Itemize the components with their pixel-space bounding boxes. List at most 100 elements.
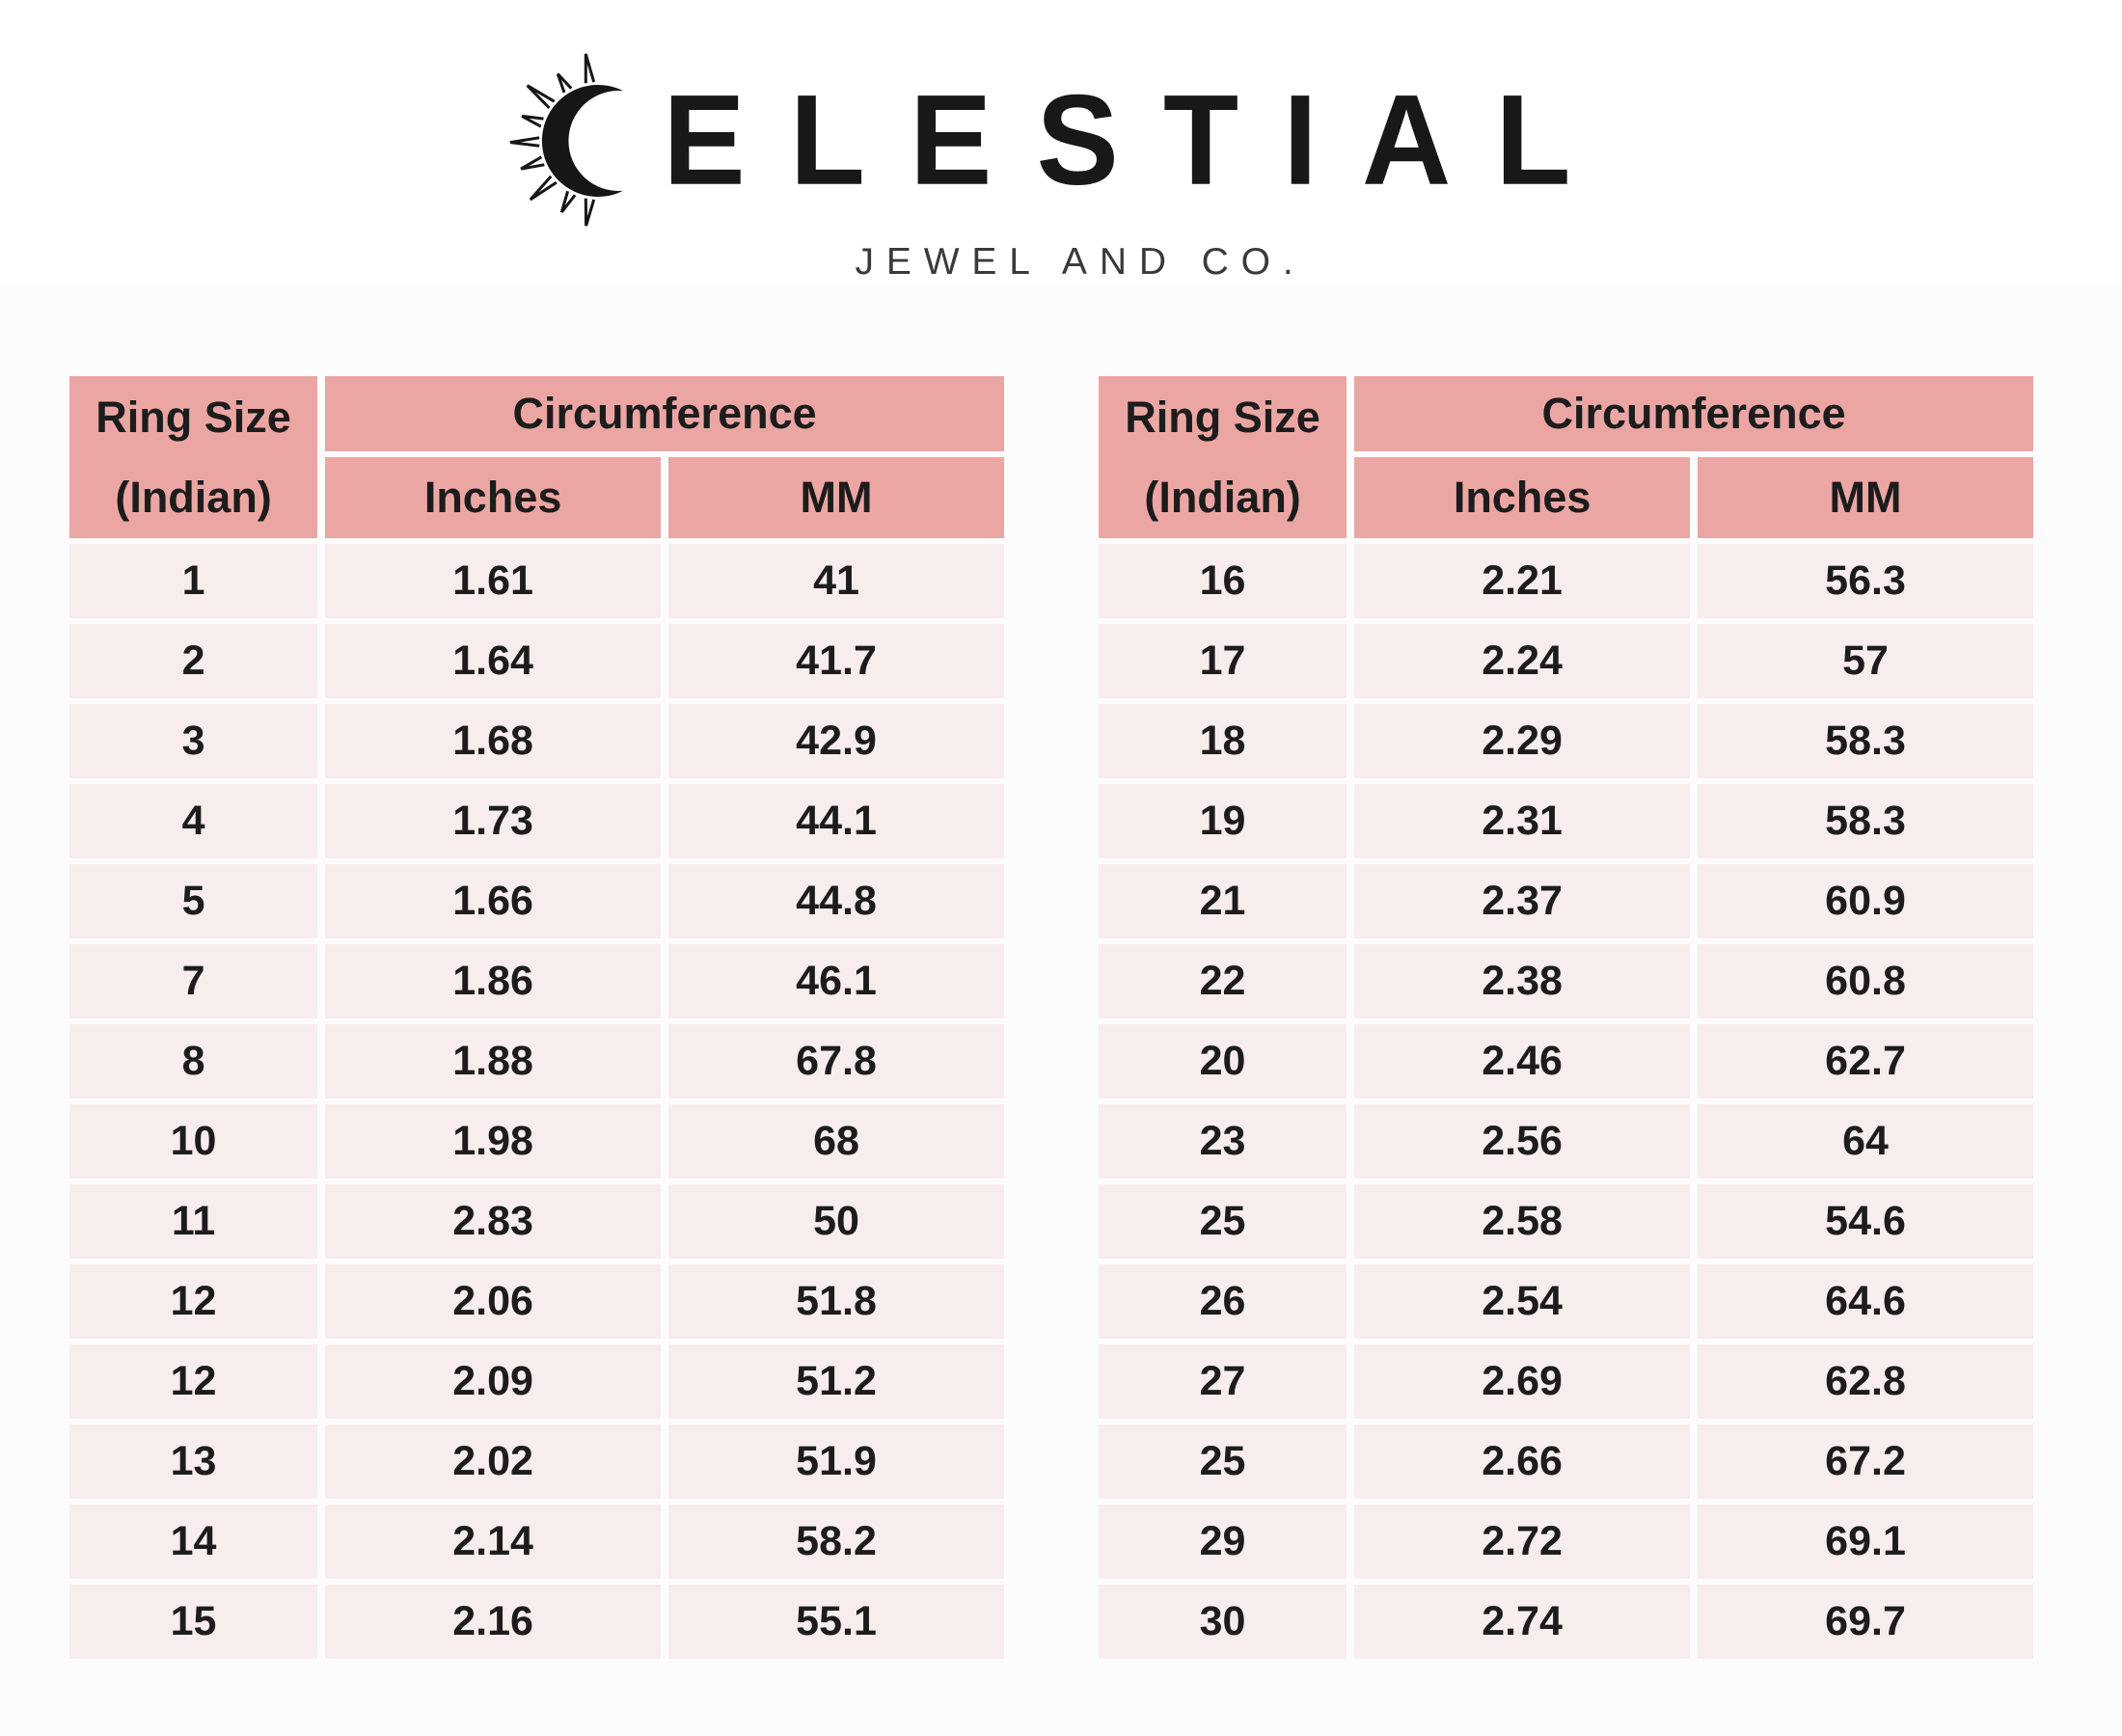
table-cell: 1.73 [325,784,662,858]
table-cell: 60.9 [1698,864,2033,938]
table-row: 4 1.73 44.1 [69,784,1004,858]
table-cell: 56.3 [1698,544,2033,618]
header-ring-size-line1: Ring Size [95,393,291,442]
table-cell: 21 [1099,864,1347,938]
brand-wordmark: ELESTIAL [663,68,1616,212]
table-cell: 46.1 [668,944,1004,1018]
table-cell: 2.66 [1354,1424,1691,1499]
sun-rays [510,53,596,227]
table-cell: 3 [69,704,318,778]
table-cell: 5 [69,864,318,938]
table-cell: 16 [1099,544,1347,618]
table-cell: 2.29 [1354,704,1691,778]
table-body: 16 2.21 56.3 17 2.24 57 18 2.29 58.3 19 2.31 58.3 21… [1099,544,2033,1659]
table-cell: 7 [69,944,318,1018]
table-row: 20 2.46 62.7 [1099,1024,2033,1099]
table-cell: 1.68 [325,704,662,778]
table-row: 15 2.16 55.1 [69,1585,1004,1659]
table-cell: 51.2 [668,1344,1004,1419]
table-cell: 69.1 [1698,1505,2033,1579]
tables-section: Ring Size (Indian) Circumference Inches … [0,370,2122,1665]
brand-subtitle: JEWEL AND CO. [855,241,1306,283]
table-cell: 50 [668,1184,1004,1259]
header-mm: MM [668,457,1004,538]
table-cell: 2.72 [1354,1505,1691,1579]
table-cell: 15 [69,1585,318,1659]
table-cell: 14 [69,1505,318,1579]
table-cell: 1.88 [325,1024,662,1099]
header-inches: Inches [325,457,662,538]
table-cell: 12 [69,1264,318,1339]
table-row: 29 2.72 69.1 [1099,1505,2033,1579]
table-cell: 1.98 [325,1104,662,1179]
header-ring-size-line2: (Indian) [115,473,272,522]
table-cell: 67.8 [668,1024,1004,1099]
table-cell: 2.06 [325,1264,662,1339]
header-mm: MM [1698,457,2033,538]
table-header: Ring Size (Indian) Circumference Inches … [69,376,1004,538]
table-cell: 64 [1698,1104,2033,1179]
table-cell: 2.83 [325,1184,662,1259]
table-cell: 68 [668,1104,1004,1179]
table-cell: 11 [69,1184,318,1259]
table-cell: 2.37 [1354,864,1691,938]
header-ring-size-line1: Ring Size [1125,393,1320,442]
table-cell: 58.3 [1698,704,2033,778]
table-cell: 2.38 [1354,944,1691,1018]
table-cell: 1.66 [325,864,662,938]
table-row: 21 2.37 60.9 [1099,864,2033,938]
table-row: 14 2.14 58.2 [69,1505,1004,1579]
table-cell: 44.8 [668,864,1004,938]
table-cell: 51.9 [668,1424,1004,1499]
table-cell: 25 [1099,1184,1347,1259]
table-row: 5 1.66 44.8 [69,864,1004,938]
table-body: 1 1.61 41 2 1.64 41.7 3 1.68 42.9 4 1.73 44.1 5 1.66 4… [69,544,1004,1659]
table-cell: 2 [69,624,318,698]
table-cell: 41 [668,544,1004,618]
table-row: 18 2.29 58.3 [1099,704,2033,778]
table-cell: 19 [1099,784,1347,858]
table-cell: 58.3 [1698,784,2033,858]
header-ring-size-line2: (Indian) [1144,473,1301,522]
table-cell: 41.7 [668,624,1004,698]
table-cell: 55.1 [668,1585,1004,1659]
table-row: 25 2.58 54.6 [1099,1184,2033,1259]
table-cell: 44.1 [668,784,1004,858]
table-cell: 1.61 [325,544,662,618]
table-cell: 1.86 [325,944,662,1018]
table-cell: 67.2 [1698,1424,2033,1499]
table-cell: 42.9 [668,704,1004,778]
table-row: 17 2.24 57 [1099,624,2033,698]
header-inches: Inches [1354,457,1691,538]
table-cell: 13 [69,1424,318,1499]
table-row: 2 1.64 41.7 [69,624,1004,698]
table-row: 3 1.68 42.9 [69,704,1004,778]
table-cell: 54.6 [1698,1184,2033,1259]
table-row: 10 1.98 68 [69,1104,1004,1179]
table-cell: 20 [1099,1024,1347,1099]
table-cell: 2.09 [325,1344,662,1419]
table-row: 22 2.38 60.8 [1099,944,2033,1018]
table-cell: 2.56 [1354,1104,1691,1179]
table-cell: 2.24 [1354,624,1691,698]
ring-size-table-right: Ring Size (Indian) Circumference Inches … [1091,370,2041,1665]
table-cell: 27 [1099,1344,1347,1419]
table-row: 25 2.66 67.2 [1099,1424,2033,1499]
crescent-sun-logo-svg [510,53,624,227]
brand-header: ELESTIAL JEWEL AND CO. [0,0,2122,284]
table-row: 11 2.83 50 [69,1184,1004,1259]
table-cell: 58.2 [668,1505,1004,1579]
table-cell: 1 [69,544,318,618]
table-cell: 69.7 [1698,1585,2033,1659]
table-row: 23 2.56 64 [1099,1104,2033,1179]
ring-size-chart-page: ELESTIAL JEWEL AND CO. Ring Size (Indian… [0,0,2122,1665]
table-header: Ring Size (Indian) Circumference Inches … [1099,376,2033,538]
table-cell: 10 [69,1104,318,1179]
table-cell: 2.69 [1354,1344,1691,1419]
table-row: 19 2.31 58.3 [1099,784,2033,858]
table-cell: 8 [69,1024,318,1099]
table-cell: 2.21 [1354,544,1691,618]
table-row: 12 2.09 51.2 [69,1344,1004,1419]
table-row: 13 2.02 51.9 [69,1424,1004,1499]
table-cell: 4 [69,784,318,858]
